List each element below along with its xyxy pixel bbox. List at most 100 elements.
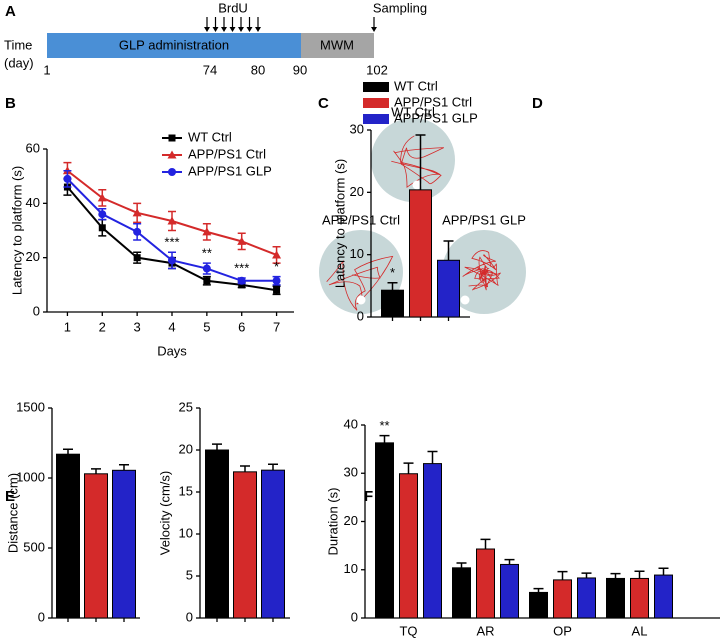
error-bar (240, 465, 250, 472)
swim-path (391, 135, 444, 189)
marker (203, 277, 211, 285)
platform (460, 295, 470, 305)
error-bar (658, 567, 669, 576)
day-tick: 90 (293, 62, 307, 77)
legend-marker (168, 134, 176, 142)
error-bar (415, 134, 426, 190)
legend-marker (168, 168, 176, 176)
marker (63, 174, 72, 183)
y-axis-label: Distance (cm) (5, 473, 20, 553)
y-tick-label: 20 (344, 513, 358, 528)
y-axis-label: Velocity (cm/s) (157, 471, 172, 556)
y-tick-label: 0 (357, 308, 364, 323)
bar (529, 591, 548, 619)
marker (98, 224, 106, 232)
y-tick-label: 60 (26, 140, 40, 155)
day-tick: 102 (366, 62, 388, 77)
panel-letter: A (5, 3, 16, 20)
annotation: *** (164, 235, 179, 250)
brdu-label: BrdU (218, 0, 248, 15)
bar (476, 548, 495, 619)
marker (133, 227, 142, 236)
swim-paths (326, 135, 501, 311)
x-tick-label: 6 (238, 319, 245, 334)
y-tick-label: 10 (344, 561, 358, 576)
bar (577, 577, 596, 619)
x-axis-label: Days (157, 343, 187, 358)
marker (98, 210, 107, 219)
panel-letter: B (5, 95, 16, 112)
marker (132, 208, 142, 217)
error-bar (403, 462, 414, 474)
y-tick-label: 0 (33, 303, 40, 318)
y-tick-label: 0 (38, 609, 45, 624)
panel-letter: C (318, 95, 329, 112)
legend-swatch (363, 82, 389, 92)
error-bar (91, 468, 101, 474)
marker (168, 256, 176, 265)
x-tick-label: 2 (99, 319, 106, 334)
bar (233, 471, 257, 619)
y-tick-label: 10 (179, 525, 193, 540)
y-tick-label: 30 (350, 121, 364, 136)
bar (84, 473, 108, 619)
marker (202, 227, 212, 236)
y-tick-label: 0 (351, 609, 358, 624)
error-bar (212, 443, 222, 450)
x-tick-label: AR (476, 623, 494, 638)
error-bar (456, 562, 467, 568)
marker (133, 254, 141, 262)
y-tick-label: 40 (26, 195, 40, 210)
legend-swatch (363, 114, 389, 124)
platform (412, 180, 422, 190)
panel-letter: E (5, 488, 15, 505)
legend-label: APP/PS1 GLP (188, 163, 272, 178)
annotation: * (274, 259, 279, 274)
legend-label: APP/PS1 GLP (394, 110, 478, 125)
panel-letter: F (364, 488, 373, 505)
y-tick-label: 20 (350, 184, 364, 199)
error-bar (427, 450, 438, 464)
y-tick-label: 5 (186, 567, 193, 582)
marker (167, 216, 177, 225)
y-axis-label: Latency to platform (s) (9, 166, 24, 295)
sampling-label: Sampling (373, 0, 427, 15)
annotation: *** (234, 260, 249, 275)
marker (238, 281, 246, 289)
annotation: * (390, 265, 395, 280)
y-tick-label: 1000 (16, 469, 45, 484)
error-bar (480, 538, 491, 550)
bar (375, 442, 394, 619)
pool (371, 118, 455, 202)
y-axis-label: Latency to platform (s) (332, 159, 347, 288)
panel-letter: D (532, 95, 543, 112)
bar (630, 577, 649, 619)
bar (423, 463, 442, 619)
error-bar (379, 434, 390, 443)
bar (205, 449, 229, 619)
error-bar (268, 463, 278, 471)
marker (272, 276, 281, 285)
x-tick-label: TQ (399, 623, 417, 638)
day-label: (day) (4, 55, 34, 70)
error-bar (533, 587, 544, 593)
y-tick-label: 20 (179, 441, 193, 456)
bar (381, 289, 404, 318)
error-bar (443, 240, 454, 261)
day-tick: 1 (43, 62, 50, 77)
x-tick-label: 3 (134, 319, 141, 334)
legend-label: APP/PS1 Ctrl (394, 94, 472, 109)
bar (606, 577, 625, 619)
legend-label: WT Ctrl (394, 78, 438, 93)
x-tick-label: AL (632, 623, 648, 638)
x-tick-label: 7 (273, 319, 280, 334)
swim-path (462, 250, 501, 291)
legend-marker (167, 150, 177, 159)
x-tick-label: 5 (203, 319, 210, 334)
arrow-heads (204, 27, 377, 32)
y-tick-label: 30 (344, 465, 358, 480)
error-bar (610, 572, 621, 579)
swim-path (326, 255, 394, 311)
legend-label: WT Ctrl (188, 129, 232, 144)
